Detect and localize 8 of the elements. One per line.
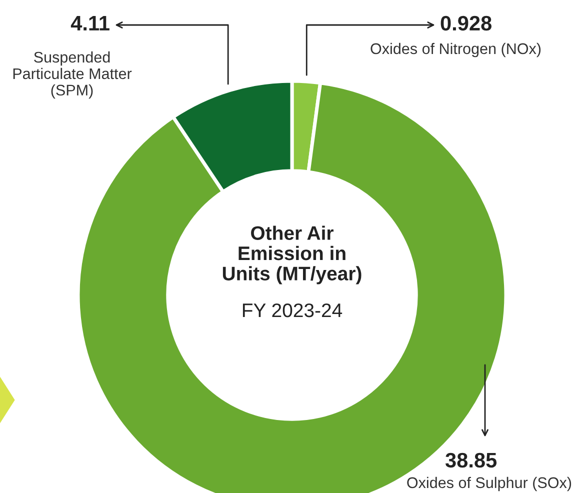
slice-label: Suspended Particulate Matter (SPM) <box>13 51 132 99</box>
text: Other Air Emission in Units (MT/year) <box>222 226 362 284</box>
data-label: 4.11 <box>70 16 110 30</box>
slice-label: Oxides of Nitrogen (NOx) <box>370 42 541 58</box>
data-label: 38.85 <box>445 452 497 468</box>
slice-label: Oxides of Sulphur (SOx) <box>407 476 572 492</box>
data-label: 0.928 <box>440 16 492 31</box>
text: FY 2023-24 <box>242 303 342 318</box>
